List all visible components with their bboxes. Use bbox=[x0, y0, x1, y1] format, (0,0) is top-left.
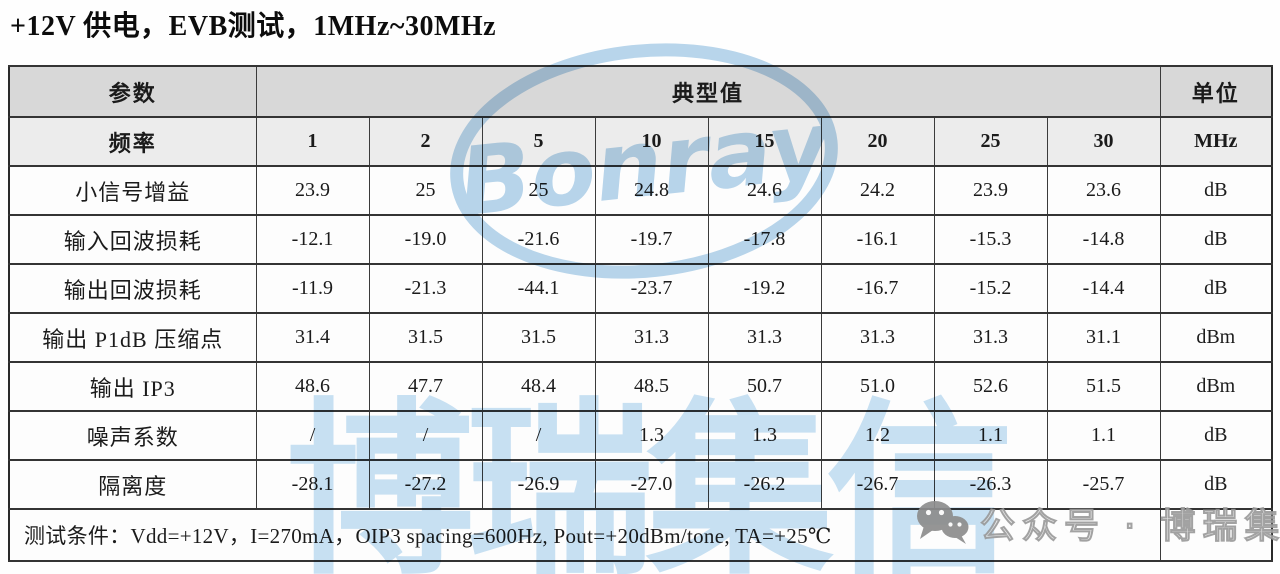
value-cell: -44.1 bbox=[481, 263, 596, 314]
value-cell: -14.4 bbox=[1046, 263, 1161, 314]
value-cell: -19.0 bbox=[368, 214, 483, 265]
value-cell: 1.2 bbox=[820, 410, 935, 461]
freq-value: 5 bbox=[481, 116, 596, 167]
parameter-label: 输入回波损耗 bbox=[8, 214, 257, 265]
parameter-label: 小信号增益 bbox=[8, 165, 257, 216]
value-cell: -14.8 bbox=[1046, 214, 1161, 265]
value-cell: 1.1 bbox=[933, 410, 1048, 461]
value-cell: -15.2 bbox=[933, 263, 1048, 314]
unit-cell: dBm bbox=[1159, 312, 1273, 363]
value-cell: 24.2 bbox=[820, 165, 935, 216]
freq-value: 15 bbox=[707, 116, 822, 167]
value-cell: 31.3 bbox=[594, 312, 709, 363]
table-row: 输出回波损耗 -11.9 -21.3 -44.1 -23.7 -19.2 -16.7 -15.… bbox=[8, 263, 1273, 314]
value-cell: 1.1 bbox=[1046, 410, 1161, 461]
value-cell: -28.1 bbox=[255, 459, 370, 510]
value-cell: -21.6 bbox=[481, 214, 596, 265]
value-cell: 1.3 bbox=[594, 410, 709, 461]
value-cell: 23.6 bbox=[1046, 165, 1161, 216]
value-cell: 23.9 bbox=[255, 165, 370, 216]
unit-cell: dBm bbox=[1159, 361, 1273, 412]
parameter-label: 噪声系数 bbox=[8, 410, 257, 461]
value-cell: 31.3 bbox=[820, 312, 935, 363]
value-cell: 31.3 bbox=[707, 312, 822, 363]
value-cell: / bbox=[368, 410, 483, 461]
value-cell: -17.8 bbox=[707, 214, 822, 265]
unit-cell: dB bbox=[1159, 459, 1273, 510]
parameter-label: 输出 P1dB 压缩点 bbox=[8, 312, 257, 363]
value-cell: -16.7 bbox=[820, 263, 935, 314]
value-cell: -15.3 bbox=[933, 214, 1048, 265]
spec-table: 参数 典型值 单位 频率 1 2 5 10 15 20 25 30 MHz 小信… bbox=[8, 65, 1274, 562]
value-cell: -26.7 bbox=[820, 459, 935, 510]
value-cell: 24.6 bbox=[707, 165, 822, 216]
unit-cell: dB bbox=[1159, 410, 1273, 461]
parameter-label: 输出回波损耗 bbox=[8, 263, 257, 314]
value-cell: -27.0 bbox=[594, 459, 709, 510]
value-cell: 48.6 bbox=[255, 361, 370, 412]
table-row: 隔离度 -28.1 -27.2 -26.9 -27.0 -26.2 -26.7 -26.3 -2… bbox=[8, 459, 1273, 510]
test-conditions-row: 测试条件：Vdd=+12V，I=270mA，OIP3 spacing=600Hz… bbox=[8, 508, 1273, 562]
table-row: 小信号增益 23.9 25 25 24.8 24.6 24.2 23.9 23.6 dB bbox=[8, 165, 1273, 216]
value-cell: 51.0 bbox=[820, 361, 935, 412]
freq-value: 30 bbox=[1046, 116, 1161, 167]
value-cell: 50.7 bbox=[707, 361, 822, 412]
value-cell: -26.2 bbox=[707, 459, 822, 510]
parameter-label: 输出 IP3 bbox=[8, 361, 257, 412]
table-row: 输入回波损耗 -12.1 -19.0 -21.6 -19.7 -17.8 -16.1 -15.… bbox=[8, 214, 1273, 265]
value-cell: 25 bbox=[481, 165, 596, 216]
value-cell: -26.3 bbox=[933, 459, 1048, 510]
value-cell: -19.2 bbox=[707, 263, 822, 314]
table-row: 输出 P1dB 压缩点 31.4 31.5 31.5 31.3 31.3 31.3 31.3 3… bbox=[8, 312, 1273, 363]
value-cell: 25 bbox=[368, 165, 483, 216]
freq-value: 25 bbox=[933, 116, 1048, 167]
value-cell: 48.5 bbox=[594, 361, 709, 412]
freq-value: 2 bbox=[368, 116, 483, 167]
table-header-row: 参数 典型值 单位 bbox=[8, 65, 1273, 118]
value-cell: 23.9 bbox=[933, 165, 1048, 216]
value-cell: 31.4 bbox=[255, 312, 370, 363]
value-cell: 24.8 bbox=[594, 165, 709, 216]
value-cell: -19.7 bbox=[594, 214, 709, 265]
parameter-label: 隔离度 bbox=[8, 459, 257, 510]
freq-value: 1 bbox=[255, 116, 370, 167]
value-cell: 52.6 bbox=[933, 361, 1048, 412]
freq-unit: MHz bbox=[1159, 116, 1273, 167]
value-cell: -12.1 bbox=[255, 214, 370, 265]
header-typical: 典型值 bbox=[255, 65, 1161, 118]
value-cell: -16.1 bbox=[820, 214, 935, 265]
value-cell: 1.3 bbox=[707, 410, 822, 461]
frequency-row: 频率 1 2 5 10 15 20 25 30 MHz bbox=[8, 116, 1273, 167]
table-row: 输出 IP3 48.6 47.7 48.4 48.5 50.7 51.0 52.6 51.5 dB… bbox=[8, 361, 1273, 412]
unit-cell: dB bbox=[1159, 165, 1273, 216]
value-cell: / bbox=[255, 410, 370, 461]
value-cell: 47.7 bbox=[368, 361, 483, 412]
value-cell: -11.9 bbox=[255, 263, 370, 314]
freq-row-label: 频率 bbox=[8, 116, 257, 167]
unit-cell: dB bbox=[1159, 214, 1273, 265]
footer-empty-cell bbox=[1159, 508, 1273, 562]
value-cell: -21.3 bbox=[368, 263, 483, 314]
value-cell: 31.3 bbox=[933, 312, 1048, 363]
value-cell: / bbox=[481, 410, 596, 461]
value-cell: -27.2 bbox=[368, 459, 483, 510]
unit-cell: dB bbox=[1159, 263, 1273, 314]
value-cell: -25.7 bbox=[1046, 459, 1161, 510]
freq-value: 10 bbox=[594, 116, 709, 167]
header-unit: 单位 bbox=[1159, 65, 1273, 118]
value-cell: 31.5 bbox=[368, 312, 483, 363]
value-cell: 48.4 bbox=[481, 361, 596, 412]
page-title: +12V 供电，EVB测试，1MHz~30MHz bbox=[10, 11, 497, 42]
freq-value: 20 bbox=[820, 116, 935, 167]
value-cell: 31.1 bbox=[1046, 312, 1161, 363]
value-cell: 31.5 bbox=[481, 312, 596, 363]
table-row: 噪声系数 / //1.3 1.3 1.2 1.1 1.1 dB bbox=[8, 410, 1273, 461]
value-cell: 51.5 bbox=[1046, 361, 1161, 412]
test-conditions: 测试条件：Vdd=+12V，I=270mA，OIP3 spacing=600Hz… bbox=[8, 508, 1161, 562]
header-param: 参数 bbox=[8, 65, 257, 118]
value-cell: -26.9 bbox=[481, 459, 596, 510]
value-cell: -23.7 bbox=[594, 263, 709, 314]
